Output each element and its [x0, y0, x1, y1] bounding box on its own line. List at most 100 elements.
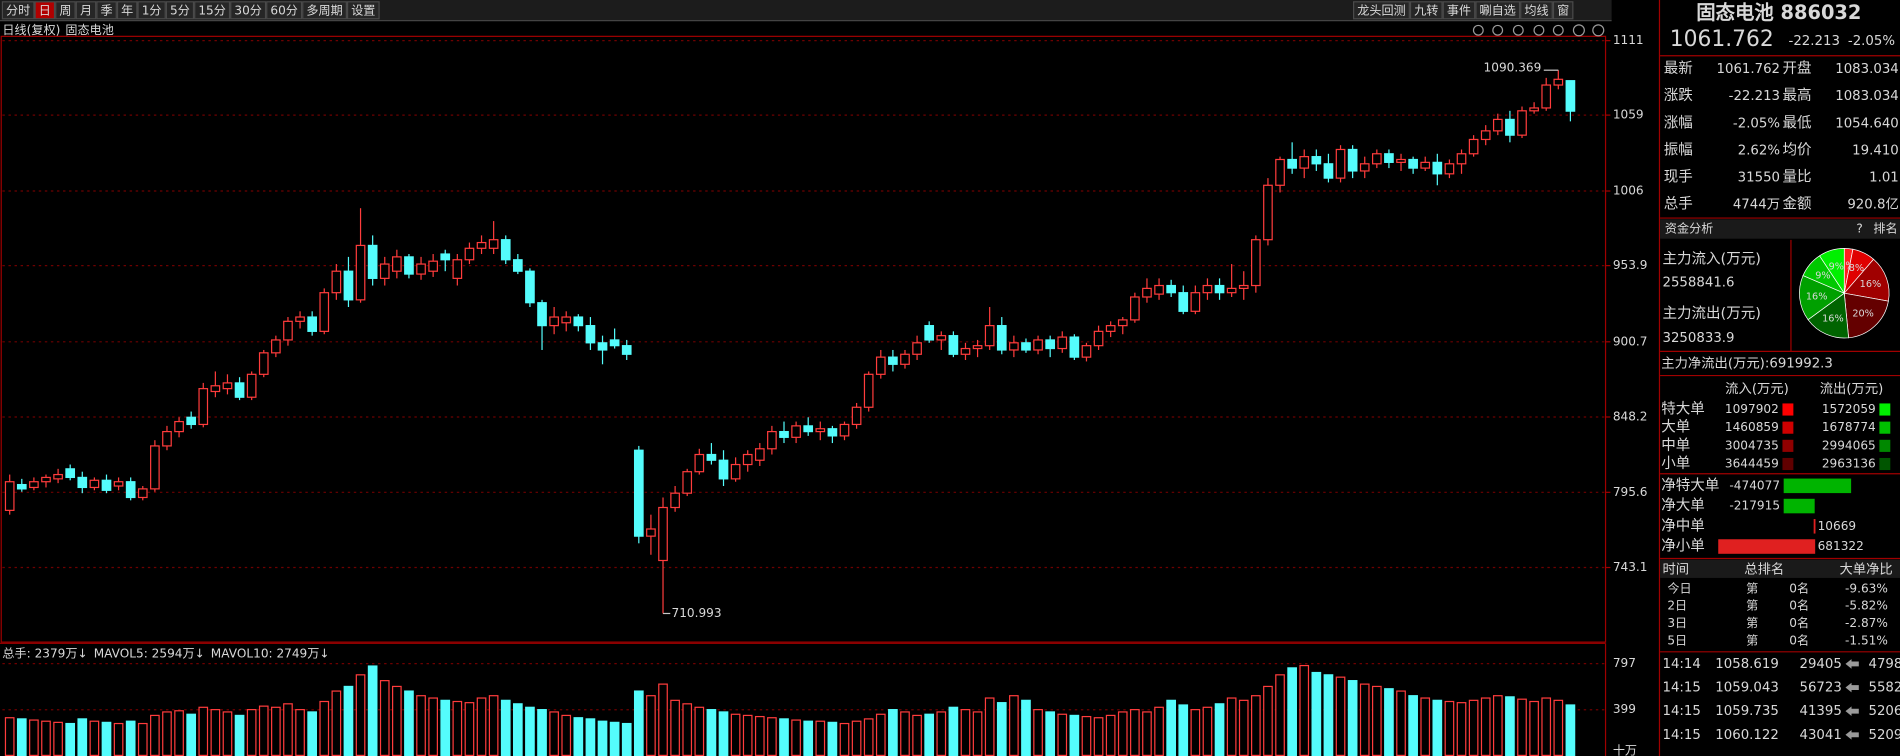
chart-title: 日线(复权): [2, 23, 60, 37]
volume-bar: [537, 709, 547, 756]
price-pct: -2.05%: [1848, 34, 1895, 49]
toolbar-item[interactable]: 1分: [142, 3, 162, 17]
volume-bar: [1553, 699, 1564, 756]
toolbar-button[interactable]: [96, 1, 117, 20]
volume-bar: [1166, 699, 1176, 756]
flow-name: 特大单: [1661, 401, 1705, 418]
icon[interactable]: [1552, 24, 1564, 36]
volume-bar: [1384, 688, 1394, 756]
toolbar-item[interactable]: 15分: [198, 3, 226, 17]
toolbar-item[interactable]: 唰自选: [1480, 3, 1516, 17]
flow-head: 流出(万元): [1820, 381, 1884, 397]
candle-body: [1033, 339, 1043, 351]
toolbar-item[interactable]: 多周期: [306, 3, 342, 17]
volume-bar: [1565, 704, 1576, 756]
candle-body: [1456, 153, 1467, 165]
toolbar-button[interactable]: [34, 1, 56, 20]
candle-body: [186, 416, 197, 426]
rank-text: 第: [1746, 633, 1758, 647]
candle-body: [488, 239, 499, 249]
volume-bar: [500, 699, 511, 756]
volume-legend: MAVOL5: 2594万↓: [94, 647, 205, 661]
quote-value: 4744万: [1733, 198, 1780, 213]
toolbar-button[interactable]: [1352, 1, 1410, 20]
quote-label: 金额: [1782, 196, 1812, 213]
candle-body: [198, 388, 209, 426]
rank-pct: -1.51%: [1845, 633, 1888, 647]
rank-head: 大单净比: [1839, 561, 1892, 577]
candle-body: [101, 479, 112, 491]
tick-price: 1060.122: [1715, 728, 1779, 743]
candle-body: [1166, 284, 1176, 294]
toolbar-button[interactable]: [346, 1, 380, 20]
volume-bar: [718, 711, 729, 756]
toolbar-button[interactable]: [194, 1, 231, 20]
toolbar-item[interactable]: 事件: [1447, 3, 1471, 17]
toolbar-button[interactable]: [1552, 1, 1574, 20]
icon[interactable]: [1492, 24, 1504, 36]
volume-bar: [319, 700, 330, 756]
icon[interactable]: [1512, 24, 1524, 36]
volume-bar: [754, 715, 765, 756]
tick-arrow: [1845, 659, 1859, 669]
toolbar-button[interactable]: [1520, 1, 1553, 20]
icon[interactable]: [1592, 24, 1605, 37]
toolbar-item[interactable]: 九转: [1414, 2, 1438, 17]
quote-label: 现手: [1664, 169, 1693, 186]
volume-bar: [694, 706, 705, 756]
toolbar-button[interactable]: [302, 1, 347, 20]
volume-bar: [1371, 685, 1382, 756]
quote-label: 振幅: [1664, 141, 1693, 158]
quote-value: -22.213: [1729, 89, 1780, 104]
quote-value: 2.62%: [1738, 143, 1780, 158]
toolbar-item[interactable]: 30分: [234, 3, 262, 17]
toolbar-item[interactable]: 窗: [1557, 3, 1569, 17]
flow-swatch: [1782, 439, 1794, 452]
candle-body: [633, 449, 644, 537]
volume-bar: [16, 718, 27, 756]
icon[interactable]: [1472, 24, 1484, 36]
y-tick-label: 795.6: [1613, 485, 1648, 499]
toolbar-item[interactable]: 5分: [170, 3, 190, 17]
toolbar-item[interactable]: 60分: [270, 3, 298, 17]
chart-icons[interactable]: [1472, 24, 1605, 37]
candle-body: [1384, 153, 1394, 163]
volume-bar: [113, 722, 124, 756]
candle-body: [851, 406, 862, 426]
toolbar-button[interactable]: [1, 1, 35, 20]
toolbar-button[interactable]: [75, 1, 97, 20]
toolbar-item[interactable]: 设置: [351, 3, 375, 17]
toolbar-item[interactable]: 分时: [6, 3, 30, 17]
fund-title: 资金分析: [1665, 220, 1713, 235]
toolbar-item[interactable]: 月: [80, 3, 92, 17]
toolbar-item[interactable]: 季: [101, 3, 113, 17]
flow-in: 1460859: [1725, 420, 1779, 434]
candle-body: [730, 463, 741, 480]
volume-bar: [1178, 704, 1189, 756]
toolbar-button[interactable]: [1475, 1, 1521, 20]
volume-bar: [888, 709, 898, 756]
icon[interactable]: [1572, 24, 1585, 37]
tick-count: 5582: [1868, 681, 1900, 696]
fund-rank[interactable]: 排名: [1873, 220, 1897, 235]
candle-body: [621, 345, 632, 355]
volume-bar: [1396, 690, 1406, 756]
max-label: 1090.369: [1484, 60, 1542, 74]
tick-volume: 43041: [1799, 728, 1841, 743]
toolbar-item[interactable]: 日: [39, 3, 51, 17]
rank-pct: -2.87%: [1845, 616, 1888, 630]
toolbar-item[interactable]: 均线: [1524, 3, 1548, 17]
tick-price: 1059.043: [1715, 681, 1779, 696]
toolbar-item[interactable]: 年: [121, 3, 133, 17]
toolbar-button[interactable]: [1442, 1, 1476, 20]
toolbar-button[interactable]: [1409, 1, 1443, 20]
toolbar-button[interactable]: [116, 1, 138, 20]
toolbar-button[interactable]: [230, 1, 267, 20]
toolbar-button[interactable]: [55, 1, 76, 20]
toolbar-button[interactable]: [137, 1, 166, 20]
toolbar-item[interactable]: 龙头回测: [1357, 3, 1405, 17]
icon[interactable]: [1533, 24, 1545, 36]
toolbar-button[interactable]: [165, 1, 195, 20]
toolbar-button[interactable]: [266, 1, 303, 20]
toolbar-item[interactable]: 周: [59, 3, 71, 17]
